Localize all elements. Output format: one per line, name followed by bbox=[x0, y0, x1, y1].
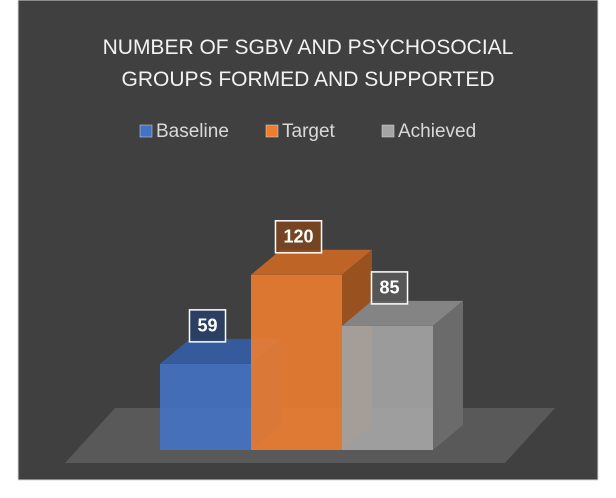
data-label-box bbox=[188, 309, 227, 343]
bar-side bbox=[433, 300, 463, 450]
chart-title: NUMBER OF SGBV AND PSYCHOSOCIAL GROUPS F… bbox=[102, 36, 514, 91]
data-label: 59 bbox=[197, 316, 217, 336]
bar bbox=[342, 325, 433, 450]
legend-swatch bbox=[381, 124, 395, 138]
data-label: 120 bbox=[283, 227, 313, 247]
bar bbox=[160, 363, 251, 450]
bar-top bbox=[251, 249, 372, 275]
data-label: 85 bbox=[379, 278, 399, 298]
legend-label: Target bbox=[282, 121, 336, 142]
bar-top bbox=[160, 338, 281, 364]
legend-swatch bbox=[265, 124, 279, 138]
data-label-box bbox=[274, 220, 323, 254]
legend-swatch bbox=[139, 124, 153, 138]
bar bbox=[251, 274, 342, 450]
data-label-box bbox=[370, 271, 409, 305]
bar-top bbox=[342, 300, 463, 326]
legend-label: Achieved bbox=[398, 121, 476, 142]
legend-label: Baseline bbox=[156, 121, 229, 142]
